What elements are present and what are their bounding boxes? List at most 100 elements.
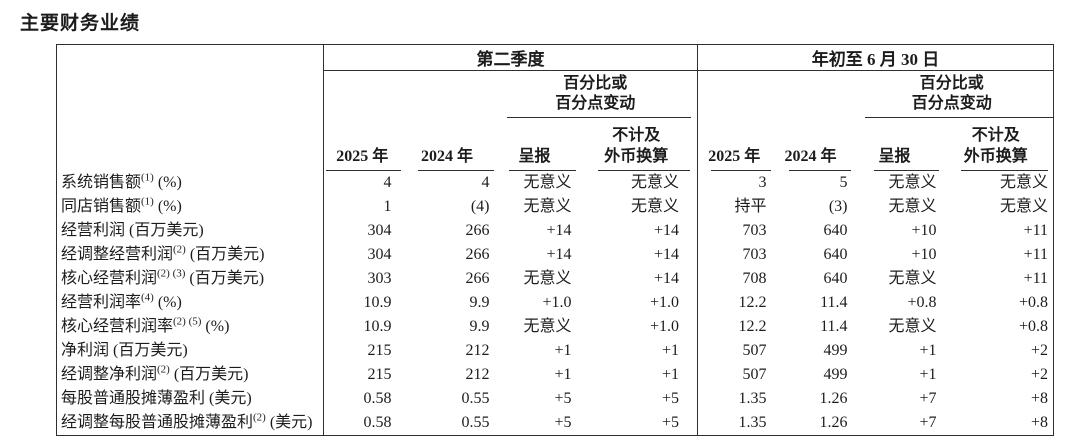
cell-q2-2025: 0.58 [323,387,401,411]
row-unit: (百万美元) [185,270,265,287]
table-row: 核心经营利润率(2) (5) (%) 10.9 9.9 无意义 +1.0 12.… [57,315,1054,339]
cell-q2-reported: 无意义 [523,318,572,335]
table-row: 每股普通股摊薄盈利 (美元) 0.58 0.55 +5 +5 1.35 1.26… [57,387,1054,411]
cell-ytd-2025: 703 [697,219,771,243]
group-header-row: 第二季度 年初至 6 月 30 日 [57,44,1054,71]
row-label: 经调整净利润(2) (百万美元) [61,363,249,383]
cell-ytd-2025: 12.2 [697,291,771,315]
row-label: 经营利润 (百万美元) [61,222,204,239]
cell-q2-2025: 304 [323,243,401,267]
pct-change-header-ytd: 百分比或 百分点变动 [851,71,1054,118]
cell-q2-exclfx: +1 [661,342,679,359]
cell-q2-2025: 10.9 [323,315,401,339]
row-label: 核心经营利润率(2) (5) (%) [61,315,230,335]
cell-ytd-reported: +0.8 [907,294,937,311]
cell-ytd-reported: 无意义 [888,198,937,215]
footnote-marker: (1) [141,195,154,208]
label-column-spacer [57,118,324,171]
cell-ytd-2025: 持平 [697,195,771,219]
cell-ytd-reported: +10 [911,246,937,263]
table-row: 系统销售额(1) (%) 4 4 无意义 无意义 3 5 无意义 无意义 [57,171,1054,195]
cell-ytd-2025: 507 [697,363,771,387]
cell-ytd-reported: 无意义 [888,270,937,287]
cell-q2-2025: 4 [323,171,401,195]
column-header-row: 2025 年 2024 年 呈报 不计及 外币换算 2025 年 [57,118,1054,171]
cell-q2-reported: 无意义 [523,198,572,215]
cell-q2-exclfx: 无意义 [630,174,679,191]
cell-ytd-2024: 5 [839,174,848,191]
cell-ytd-exclfx: +0.8 [1018,318,1048,335]
cell-ytd-exclfx: +0.8 [1018,294,1048,311]
cell-q2-exclfx: +1 [661,366,679,383]
row-label: 核心经营利润(2) (3) (百万美元) [61,267,265,287]
cell-q2-2024: 266 [465,270,490,287]
cell-ytd-2025: 12.2 [697,315,771,339]
cell-ytd-2025: 703 [697,243,771,267]
cell-ytd-exclfx: +2 [1030,342,1048,359]
cell-q2-reported: 无意义 [523,270,572,287]
spacer-cell [697,70,851,118]
cell-ytd-2024: 11.4 [820,294,848,311]
label-column-spacer [57,45,324,71]
row-label: 经营利润率(4) (%) [61,291,182,311]
table-row: 经调整净利润(2) (百万美元) 215 212 +1 +1 507 499 +… [57,363,1054,387]
cell-q2-2024: 0.55 [461,390,490,407]
row-label: 同店销售额(1) (%) [61,195,182,215]
footnote-marker: (2) [173,243,186,256]
cell-ytd-exclfx: +2 [1030,366,1048,383]
cell-ytd-reported: 无意义 [888,174,937,191]
row-unit: (百万美元) [185,246,265,263]
cell-ytd-2024: 11.4 [820,318,848,335]
table-row: 经调整每股普通股摊薄盈利(2) (美元) 0.58 0.55 +5 +5 1.3… [57,411,1054,436]
cell-q2-2024: (4) [470,198,490,215]
row-unit: (美元) [205,390,252,407]
row-unit: (%) [153,294,182,311]
cell-ytd-exclfx: +11 [1023,222,1048,239]
row-unit: (美元) [265,414,313,431]
pct-change-header-row: 百分比或 百分点变动 百分比或 百分点变动 [57,70,1054,118]
table-row: 经调整经营利润(2) (百万美元) 304 266 +14 +14 703 64… [57,243,1054,267]
footnote-marker: (2) [253,411,266,424]
table-row: 经营利润率(4) (%) 10.9 9.9 +1.0 +1.0 12.2 11.… [57,291,1054,315]
row-unit: (百万美元) [169,366,249,383]
cell-q2-2025: 10.9 [323,291,401,315]
cell-q2-2024: 266 [465,222,490,239]
cell-q2-exclfx: +5 [661,390,679,407]
cell-ytd-2024: 1.26 [819,414,848,431]
cell-ytd-2025: 1.35 [697,411,771,436]
cell-q2-2025: 0.58 [323,411,401,436]
row-unit: (%) [201,318,230,335]
cell-q2-2024: 9.9 [469,318,490,335]
footnote-marker: (4) [141,291,154,304]
table-row: 同店销售额(1) (%) 1 (4) 无意义 无意义 持平 (3) 无意义 无意… [57,195,1054,219]
financial-table: 第二季度 年初至 6 月 30 日 百分比或 百分点变动 百分比或 [56,44,1054,436]
col-header-2024-q2: 2024 年 [401,118,494,171]
cell-q2-2025: 303 [323,267,401,291]
cell-q2-2024: 212 [465,342,490,359]
cell-q2-2025: 215 [323,363,401,387]
cell-q2-exclfx: +14 [653,246,679,263]
footnote-marker: (2) (5) [173,315,202,328]
row-label: 经调整经营利润(2) (百万美元) [61,243,265,263]
cell-ytd-exclfx: +11 [1023,246,1048,263]
pct-underline-q2 [506,117,691,118]
row-label: 每股普通股摊薄盈利 (美元) [61,390,252,407]
row-label: 净利润 (百万美元) [61,342,188,359]
col-header-reported-q2: 呈报 [494,118,576,171]
cell-ytd-exclfx: +11 [1023,270,1048,287]
cell-q2-exclfx: +5 [661,414,679,431]
footnote-marker: (1) [141,171,154,184]
cell-q2-exclfx: +14 [653,222,679,239]
group-header-ytd: 年初至 6 月 30 日 [697,44,1054,71]
cell-q2-2024: 9.9 [469,294,490,311]
cell-ytd-reported: +10 [911,222,937,239]
group-header-q2: 第二季度 [323,44,698,71]
cell-ytd-2025: 3 [697,171,771,195]
cell-ytd-exclfx: 无意义 [999,174,1048,191]
cell-ytd-reported: +7 [919,390,937,407]
cell-q2-exclfx: 无意义 [630,198,679,215]
cell-ytd-exclfx: 无意义 [999,198,1048,215]
cell-ytd-2025: 507 [697,339,771,363]
pct-change-label-line2: 百分点变动 [555,95,636,112]
row-unit: (百万美元) [109,342,188,359]
